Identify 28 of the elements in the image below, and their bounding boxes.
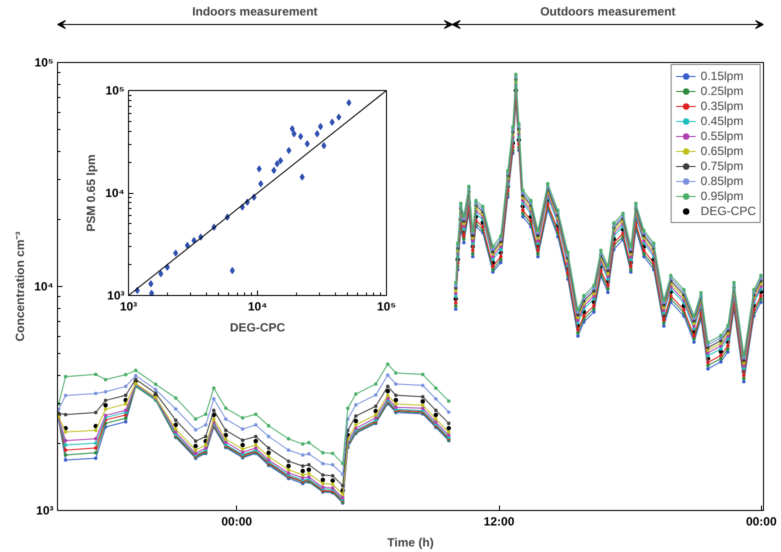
x-axis-title: Time (h) (387, 536, 434, 550)
x-tick-label: 00:00 (746, 514, 777, 528)
legend-label: 0.45lpm (700, 114, 744, 128)
y-tick-label: 10³ (36, 504, 54, 518)
legend-label: 0.25lpm (700, 84, 744, 98)
legend-label: 0.65lpm (700, 144, 744, 158)
y-tick-label: 10³ (107, 288, 125, 302)
text: Indoors measurement (192, 4, 318, 18)
y-axis-title: PSM 0.65 lpm (84, 154, 98, 232)
y-tick-label: 10⁴ (34, 280, 54, 294)
legend-label: 0.55lpm (700, 129, 744, 143)
y-tick-label: 10⁵ (34, 56, 54, 70)
legend-label: 0.75lpm (700, 159, 744, 173)
legend-label: DEG-CPC (700, 204, 756, 218)
y-tick-label: 10⁴ (105, 186, 125, 200)
x-tick-label: 10³ (120, 300, 138, 314)
y-axis-title: Concentration cm⁻³ (13, 231, 28, 342)
x-tick-label: 10⁵ (377, 300, 396, 314)
x-tick-label: 10⁴ (248, 300, 268, 314)
x-tick-label: 00:00 (221, 514, 252, 528)
text: Outdoors measurement (540, 4, 676, 18)
x-axis-title: DEG-CPC (230, 320, 286, 334)
legend-label: 0.95lpm (700, 189, 744, 203)
legend-label: 0.85lpm (700, 174, 744, 188)
legend-label: 0.35lpm (700, 99, 744, 113)
y-tick-label: 10⁵ (106, 84, 124, 98)
legend-label: 0.15lpm (700, 69, 744, 83)
x-tick-label: 12:00 (484, 514, 515, 528)
